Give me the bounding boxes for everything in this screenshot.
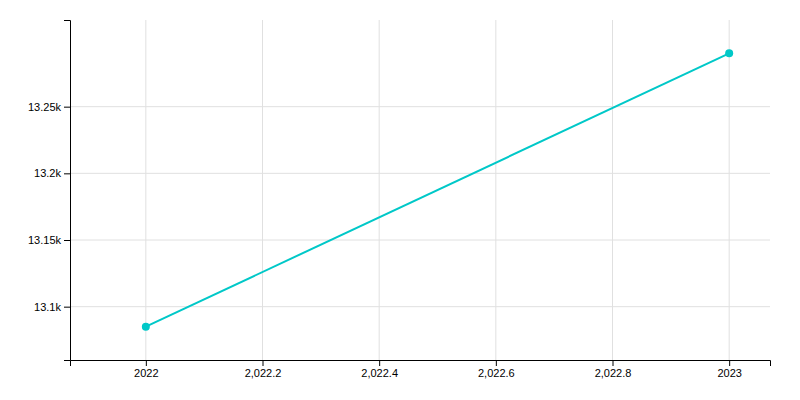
y-axis-tick-mark bbox=[64, 307, 70, 308]
grid-line-x bbox=[495, 20, 496, 360]
x-axis-tick: 2022 bbox=[134, 360, 158, 379]
x-axis-tick-mark bbox=[263, 360, 264, 366]
grid-line-x bbox=[612, 20, 613, 360]
x-axis-tick-label: 2,022.2 bbox=[245, 367, 282, 379]
y-axis-tick-label: 13.2k bbox=[34, 167, 61, 179]
x-axis-tick: 2,022.2 bbox=[245, 360, 282, 379]
y-axis-tick-mark bbox=[64, 173, 70, 174]
grid-line-x bbox=[262, 20, 263, 360]
grid-line-y bbox=[70, 306, 770, 307]
x-axis-domain bbox=[71, 361, 771, 367]
y-axis-tick-mark bbox=[64, 240, 70, 241]
x-axis-tick-label: 2,022.4 bbox=[361, 367, 398, 379]
grid-line-y bbox=[70, 240, 770, 241]
line bbox=[146, 53, 729, 326]
x-axis-tick: 2,022.4 bbox=[361, 360, 398, 379]
series bbox=[142, 49, 733, 330]
x-axis-tick-label: 2022 bbox=[134, 367, 158, 379]
chart: 2022 2,022.2 2,022.4 2,022.6 2,022.8 2023 13.1… bbox=[0, 0, 800, 400]
y-axis-tick-label: 13.1k bbox=[34, 301, 61, 313]
grid-line-y bbox=[70, 173, 770, 174]
x-axis-tick-mark bbox=[729, 360, 730, 366]
x-axis-tick-label: 2,022.6 bbox=[478, 367, 515, 379]
x-axis-tick: 2023 bbox=[717, 360, 741, 379]
grid-line-x bbox=[379, 20, 380, 360]
x-axis-tick-mark bbox=[496, 360, 497, 366]
x-axis-tick: 2,022.6 bbox=[478, 360, 515, 379]
marker bbox=[142, 323, 150, 331]
y-axis-tick: 13.2k bbox=[34, 167, 70, 179]
y-axis-tick-label: 13.25k bbox=[28, 101, 62, 113]
y-axis-tick: 13.25k bbox=[28, 101, 70, 113]
x-axis-tick-mark bbox=[146, 360, 147, 366]
x-axis-tick-label: 2,022.8 bbox=[595, 367, 632, 379]
y-axis-tick: 13.15k bbox=[28, 234, 70, 246]
grid-line-x bbox=[145, 20, 146, 360]
x-axis-tick-mark bbox=[613, 360, 614, 366]
y-axis: 13.1k 13.15k 13.2k 13.25k bbox=[28, 21, 71, 361]
y-axis-tick-mark bbox=[64, 107, 70, 108]
grid-line-y bbox=[70, 106, 770, 107]
plot-area: 2022 2,022.2 2,022.4 2,022.6 2,022.8 2023 13.1… bbox=[28, 20, 771, 379]
x-axis-tick-mark bbox=[379, 360, 380, 366]
marker bbox=[725, 49, 733, 57]
y-axis-tick: 13.1k bbox=[34, 301, 70, 313]
grid-line-x bbox=[729, 20, 730, 360]
x-axis-tick: 2,022.8 bbox=[595, 360, 632, 379]
y-axis-tick-label: 13.15k bbox=[28, 234, 62, 246]
y-axis-domain bbox=[64, 21, 71, 361]
x-axis: 2022 2,022.2 2,022.4 2,022.6 2,022.8 2023 bbox=[71, 360, 771, 379]
x-axis-tick-label: 2023 bbox=[717, 367, 741, 379]
grid bbox=[70, 20, 770, 360]
